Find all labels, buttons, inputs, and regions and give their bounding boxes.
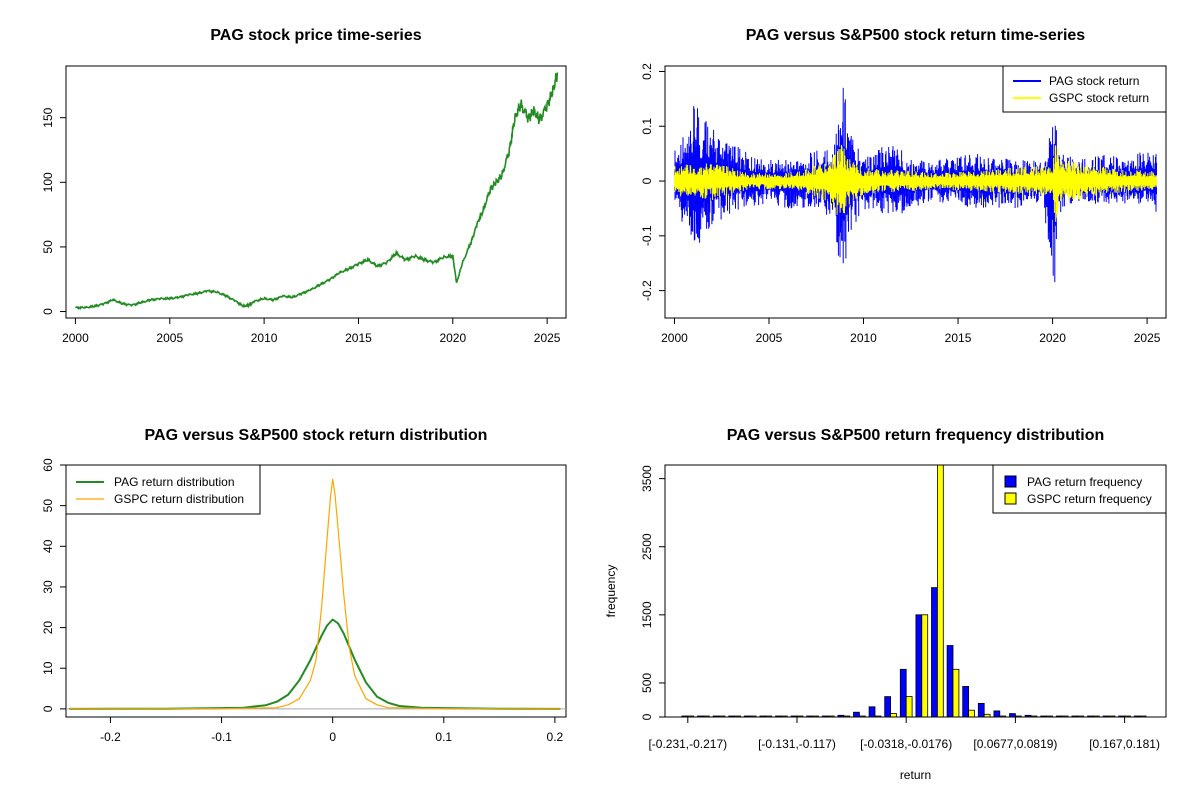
y-tick-label: 0	[640, 177, 654, 184]
x-tick-label: 0.1	[435, 730, 452, 744]
gspc-freq-bar	[921, 614, 929, 718]
legend-box	[992, 464, 1167, 514]
price-chart: PAG stock price time-series 2000 2005 2010 2…	[41, 27, 567, 345]
return-histogram-chart: PAG versus S&P500 return frequency distr…	[604, 427, 1167, 782]
pag-freq-bar	[1009, 713, 1016, 718]
pag-freq-bar	[868, 706, 876, 718]
gspc-density-line	[69, 478, 561, 710]
gspc-return-series	[674, 144, 1157, 222]
gspc-freq-bar	[968, 709, 975, 718]
x-tick-label: [0.0677,0.0819)	[973, 737, 1057, 751]
pag-freq-bar	[853, 711, 860, 718]
x-tick-label: 2005	[756, 331, 783, 345]
x-tick-label: [-0.0318,-0.0176)	[860, 737, 952, 751]
plot-frame	[664, 65, 1167, 319]
chart-title: PAG versus S&P500 stock return distribut…	[145, 427, 488, 444]
legend-label-gspc: GSPC stock return	[1049, 91, 1149, 105]
x-tick-label: -0.1	[211, 730, 232, 744]
x-tick-label: [0.167,0.181)	[1089, 737, 1160, 751]
pag-freq-bar	[899, 668, 907, 718]
pag-freq-bar	[946, 645, 954, 718]
y-tick-label: 0.1	[640, 118, 654, 135]
plot-frame	[65, 464, 567, 718]
y-tick-label: 50	[41, 240, 55, 254]
legend-label-pag: PAG return frequency	[1027, 475, 1142, 489]
y-tick-label: -0.2	[640, 280, 654, 301]
x-tick-label: 2000	[62, 331, 89, 345]
y-tick-label: 3500	[640, 465, 654, 492]
legend-label-gspc: GSPC return distribution	[114, 492, 244, 506]
x-tick-label: [-0.131,-0.117)	[758, 737, 836, 751]
legend-box	[1002, 65, 1167, 113]
x-tick-label: 2020	[439, 331, 466, 345]
y-tick-label: 0	[41, 308, 55, 315]
y-tick-label: 150	[41, 107, 55, 127]
x-axis-label: return	[900, 768, 931, 782]
pag-freq-bar	[977, 703, 985, 718]
pag-freq-bar	[915, 614, 923, 718]
x-tick-label: 0.2	[547, 730, 564, 744]
x-tick-label: 2025	[534, 331, 561, 345]
legend-label-gspc: GSPC return frequency	[1027, 492, 1152, 506]
plot-frame	[65, 65, 567, 319]
y-tick-label: 0	[41, 705, 55, 712]
y-axis-label: frequency	[604, 565, 618, 618]
y-tick-label: 0.2	[640, 63, 654, 80]
gspc-freq-bar	[952, 668, 960, 718]
pag-price-line	[75, 72, 559, 310]
gspc-freq-bar	[905, 696, 913, 718]
chart-title: PAG stock price time-series	[210, 27, 421, 44]
pag-freq-bar	[931, 587, 938, 718]
pag-density-line	[69, 618, 561, 710]
y-tick-label: -0.1	[640, 225, 654, 246]
y-tick-label: 0	[640, 713, 654, 720]
legend-swatch-gspc	[1004, 492, 1017, 505]
y-tick-label: 50	[41, 499, 55, 513]
y-tick-label: 20	[41, 621, 55, 635]
gspc-freq-bar	[890, 713, 897, 718]
x-tick-label: -0.2	[100, 730, 121, 744]
pag-freq-bar	[993, 710, 1001, 718]
x-tick-label: 2015	[945, 331, 972, 345]
x-tick-label: 2015	[345, 331, 372, 345]
x-tick-label: 2025	[1134, 331, 1161, 345]
x-tick-label: 2010	[850, 331, 877, 345]
y-tick-label: 500	[640, 673, 654, 693]
y-tick-label: 10	[41, 661, 55, 675]
y-tick-label: 100	[41, 172, 55, 192]
y-tick-label: 30	[41, 580, 55, 594]
legend-swatch-pag	[1004, 475, 1017, 488]
x-tick-label: 2000	[661, 331, 688, 345]
plot-frame	[664, 464, 1167, 718]
x-tick-label: [-0.231,-0.217)	[648, 737, 727, 751]
legend-label-pag: PAG return distribution	[114, 475, 235, 489]
gspc-freq-bar	[937, 464, 944, 718]
legend-box	[65, 464, 261, 515]
y-tick-label: 1500	[640, 601, 654, 628]
return-timeseries-chart: PAG versus S&P500 stock return time-seri…	[640, 27, 1167, 345]
legend-label-pag: PAG stock return	[1049, 74, 1139, 88]
x-tick-label: 0	[329, 730, 336, 744]
chart-title: PAG versus S&P500 return frequency distr…	[727, 427, 1105, 444]
x-tick-label: 2020	[1039, 331, 1066, 345]
y-tick-label: 40	[41, 539, 55, 553]
pag-freq-bar	[884, 696, 892, 718]
x-tick-label: 2005	[156, 331, 183, 345]
y-tick-label: 2500	[640, 533, 654, 560]
y-tick-label: 60	[41, 458, 55, 472]
pag-freq-bar	[962, 686, 970, 718]
x-tick-label: 2010	[251, 331, 278, 345]
chart-title: PAG versus S&P500 stock return time-seri…	[746, 27, 1086, 44]
return-density-chart: PAG versus S&P500 stock return distribut…	[41, 427, 567, 744]
